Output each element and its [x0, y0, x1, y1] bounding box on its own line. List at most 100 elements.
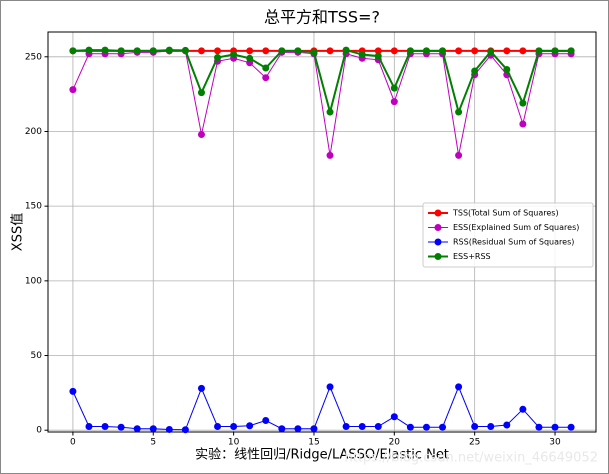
data-point [165, 46, 173, 54]
data-point [262, 47, 270, 55]
data-point [246, 422, 254, 430]
data-point [358, 422, 366, 430]
data-point [181, 46, 189, 54]
data-point [519, 120, 527, 128]
data-point [390, 413, 398, 421]
legend-label: ESS+RSS [453, 252, 491, 261]
legend-marker [434, 224, 442, 231]
x-tick-label: 30 [549, 438, 561, 448]
x-tick-label: 0 [70, 438, 76, 448]
legend-label: RSS(Residual Sum of Squares) [453, 238, 574, 247]
data-point [326, 47, 334, 55]
x-tick-label: 20 [389, 438, 401, 448]
data-point [455, 47, 463, 55]
data-point [246, 47, 254, 55]
data-point [535, 423, 543, 431]
data-point [246, 54, 254, 62]
data-point [262, 74, 270, 82]
data-point [149, 425, 157, 433]
data-point [294, 47, 302, 55]
data-point [567, 423, 575, 431]
data-point [471, 47, 479, 55]
legend-marker [434, 253, 442, 260]
data-point [519, 47, 527, 55]
x-axis-label: 实验：线性回归/Ridge/LASSO/Elastic Net [195, 447, 449, 463]
data-point [455, 383, 463, 391]
x-tick-label: 5 [150, 438, 156, 448]
data-point [310, 48, 318, 56]
data-point [85, 46, 93, 54]
legend-marker [434, 238, 442, 246]
data-point [230, 422, 238, 430]
data-point [214, 422, 222, 430]
data-point [455, 108, 463, 116]
data-point [165, 425, 173, 433]
legend-label: TSS(Total Sum of Squares) [452, 209, 559, 218]
x-tick-label: 15 [308, 438, 319, 448]
chart-title: 总平方和TSS=? [264, 8, 380, 27]
data-point [503, 421, 511, 429]
data-point [439, 423, 447, 431]
y-tick-label: 50 [31, 351, 43, 361]
x-tick-label: 10 [228, 438, 240, 448]
data-point [117, 423, 125, 431]
legend-box [422, 202, 594, 268]
data-point [455, 151, 463, 159]
data-point [342, 46, 350, 54]
data-point [197, 47, 205, 55]
data-point [197, 130, 205, 138]
data-point [214, 54, 222, 62]
data-point [503, 65, 511, 73]
data-point [326, 108, 334, 116]
data-point [374, 52, 382, 60]
data-point [390, 98, 398, 106]
data-point [439, 47, 447, 55]
data-point [390, 84, 398, 92]
plot-frame [47, 31, 597, 433]
data-point [69, 47, 77, 55]
data-point [101, 46, 109, 54]
data-point [422, 423, 430, 431]
data-point [262, 416, 270, 424]
data-point [149, 47, 157, 55]
data-point [519, 99, 527, 107]
data-point [519, 405, 527, 413]
y-tick-label: 100 [25, 276, 42, 286]
data-point [326, 383, 334, 391]
data-point [406, 47, 414, 55]
data-point [551, 423, 559, 431]
y-tick-label: 200 [25, 127, 42, 137]
data-point [278, 47, 286, 55]
data-point [567, 47, 575, 55]
data-point [535, 47, 543, 55]
data-point [278, 425, 286, 433]
data-point [230, 51, 238, 59]
y-tick-label: 150 [25, 202, 42, 212]
legend-marker [434, 209, 442, 217]
data-point [69, 387, 77, 395]
data-point [85, 422, 93, 430]
data-point [503, 47, 511, 55]
data-point [551, 47, 559, 55]
data-point [197, 384, 205, 392]
data-point [294, 425, 302, 433]
data-point [326, 151, 334, 159]
data-point [117, 47, 125, 55]
data-point [69, 86, 77, 94]
data-point [374, 422, 382, 430]
data-point [422, 47, 430, 55]
data-point [374, 47, 382, 55]
watermark: https://blog.csdn.net/weixin_46649052 [344, 451, 598, 466]
data-point [133, 47, 141, 55]
data-point [197, 89, 205, 97]
legend-label: ESS(Explained Sum of Squares) [453, 223, 579, 232]
data-point [262, 64, 270, 72]
data-point [487, 422, 495, 430]
data-point [342, 422, 350, 430]
y-axis-label: XSS值 [10, 213, 26, 251]
y-tick-label: 250 [25, 52, 42, 62]
data-point [471, 67, 479, 75]
data-point [310, 425, 318, 433]
data-point [487, 48, 495, 56]
